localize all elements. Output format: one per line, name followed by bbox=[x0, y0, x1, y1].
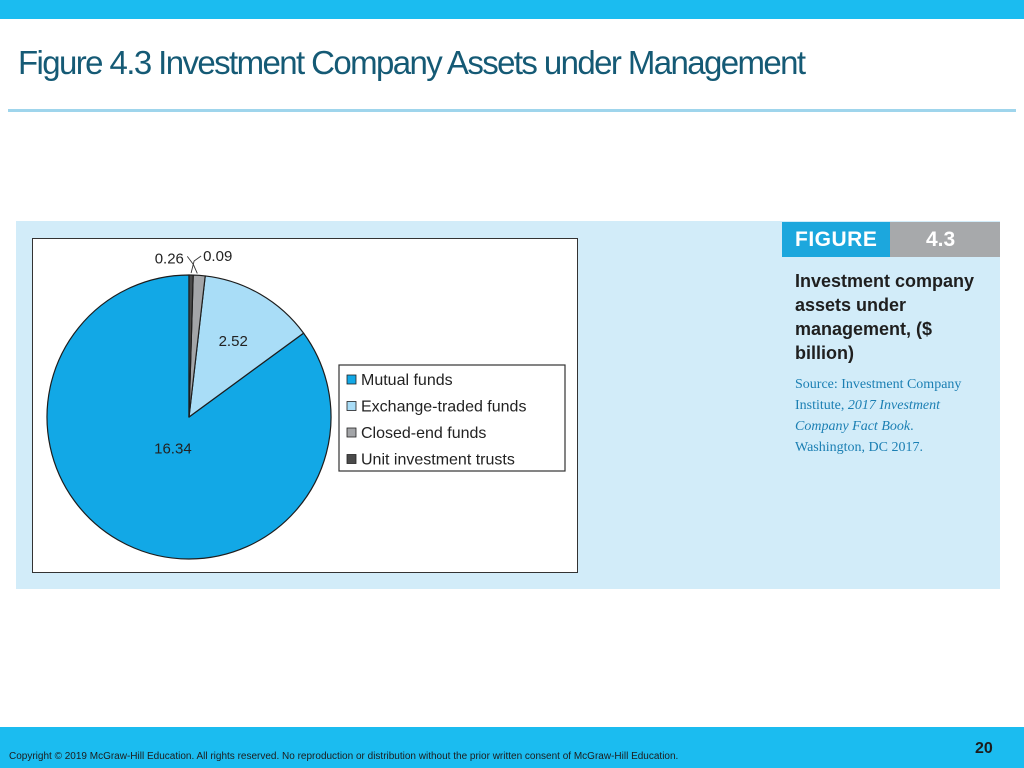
legend-swatch-mutual-funds bbox=[346, 374, 357, 385]
figure-tag: FIGURE 4.3 bbox=[782, 222, 1000, 257]
legend-swatch-unit-investment-trusts bbox=[346, 454, 357, 464]
chart-legend bbox=[338, 364, 566, 472]
figure-caption: Investment company assets under manageme… bbox=[795, 271, 975, 363]
title-divider bbox=[8, 109, 1016, 112]
source-title: 2017 Investment Company Fact Book bbox=[795, 398, 941, 434]
pie-slice-unit-investment-trusts bbox=[188, 274, 194, 418]
legend-label-closed-end-funds: Closed-end funds bbox=[361, 425, 486, 442]
data-label-closed-end-funds: 0.26 bbox=[155, 250, 184, 267]
source-suffix: . Washington, DC 2017. bbox=[795, 419, 923, 455]
bottom-accent-bar bbox=[0, 727, 1024, 768]
top-accent-bar bbox=[0, 0, 1024, 19]
slide-title: Figure 4.3 Investment Company Assets und… bbox=[18, 44, 806, 81]
legend-swatch-closed-end-funds bbox=[346, 427, 357, 438]
figure-label: FIGURE bbox=[782, 222, 890, 257]
legend-label-exchange-traded-funds: Exchange-traded funds bbox=[361, 399, 526, 416]
page-number: 20 bbox=[975, 740, 993, 757]
leader-line-unit-investment-trusts bbox=[190, 255, 202, 274]
source-prefix: Source: Investment Company Institute, bbox=[795, 377, 962, 413]
data-label-unit-investment-trusts: 0.09 bbox=[203, 248, 232, 265]
data-label-exchange-traded-funds: 2.52 bbox=[219, 333, 248, 350]
figure-number: 4.3 bbox=[890, 222, 1000, 257]
leader-line-closed-end-funds bbox=[186, 256, 198, 274]
legend-swatch-exchange-traded-funds bbox=[346, 401, 357, 411]
legend-label-mutual-funds: Mutual funds bbox=[361, 372, 453, 389]
legend-label-unit-investment-trusts: Unit investment trusts bbox=[361, 452, 515, 469]
copyright-notice: Copyright © 2019 McGraw-Hill Education. … bbox=[9, 751, 679, 762]
data-label-mutual-funds: 16.34 bbox=[154, 441, 192, 458]
pie-slice-exchange-traded-funds bbox=[188, 275, 305, 418]
figure-source: Source: Investment Company Institute, 20… bbox=[795, 374, 975, 458]
pie-chart: 16.34 2.52 0.26 0.09 Mutual funds Exchange-tr… bbox=[46, 248, 566, 560]
chart-frame: 16.34 2.52 0.26 0.09 Mutual funds Exchange-tr… bbox=[32, 238, 578, 573]
